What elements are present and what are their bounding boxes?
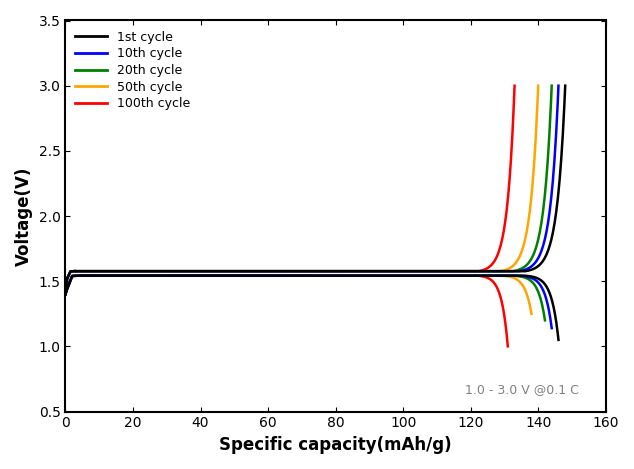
Legend: 1st cycle, 10th cycle, 20th cycle, 50th cycle, 100th cycle: 1st cycle, 10th cycle, 20th cycle, 50th … [72, 27, 193, 114]
X-axis label: Specific capacity(mAh/g): Specific capacity(mAh/g) [219, 436, 452, 454]
Text: 1.0 - 3.0 V @0.1 C: 1.0 - 3.0 V @0.1 C [465, 383, 579, 396]
Y-axis label: Voltage(V): Voltage(V) [15, 166, 33, 266]
